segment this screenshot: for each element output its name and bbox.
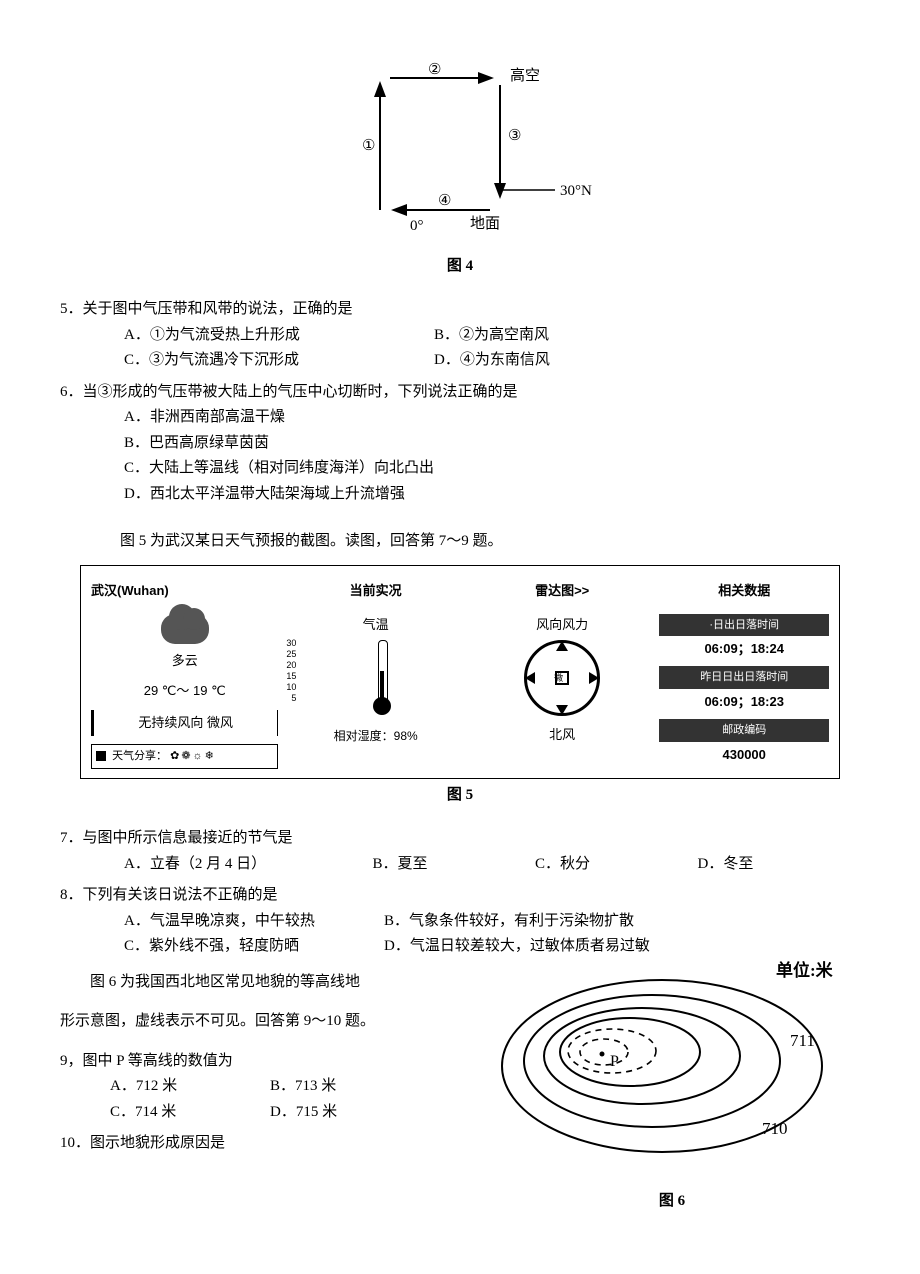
question-7: 7．与图中所示信息最接近的节气是 A．立春（2 月 4 日） B．夏至 C．秋分…	[60, 826, 860, 877]
fig5-city: 武汉(Wuhan)	[91, 580, 278, 602]
q5-opt-a[interactable]: A．①为气流受热上升形成	[124, 323, 434, 349]
question-8: 8．下列有关该日说法不正确的是 A．气温早晚凉爽，中午较热 B．气象条件较好，有…	[60, 883, 860, 960]
fig5-humidity: 相对湿度：98%	[286, 726, 465, 746]
fig5-winddir: 北风	[473, 724, 652, 746]
svg-text:710: 710	[762, 1119, 788, 1138]
svg-text:P: P	[610, 1053, 619, 1070]
fig5-share: 天气分享：	[112, 750, 167, 762]
fig5-r1-label: ·日出日落时间	[659, 614, 829, 637]
svg-text:③: ③	[508, 128, 521, 144]
fig5-wind: 无持续风向 微风	[91, 710, 278, 736]
svg-text:④: ④	[438, 193, 451, 209]
thermometer-icon	[378, 640, 388, 702]
svg-text:高空: 高空	[510, 67, 540, 84]
fig5-temp: 29 ℃～ 19 ℃	[91, 680, 278, 702]
q6-opt-c[interactable]: C．大陆上等温线（相对同纬度海洋）向北凸出	[124, 456, 434, 482]
fig5-col3-sub: 风向风力	[473, 614, 652, 636]
svg-text:①: ①	[362, 138, 375, 154]
q9-opt-b[interactable]: B．713 米	[270, 1074, 336, 1100]
fig5-r2-label: 昨日日出日落时间	[659, 666, 829, 689]
svg-text:②: ②	[428, 62, 441, 78]
q5-stem: 5．关于图中气压带和风带的说法，正确的是	[60, 301, 353, 317]
figure-4: ① ② ③ ④ 高空 地面 30°N 0° 图 4	[60, 60, 860, 279]
fig5-col4-hdr: 相关数据	[659, 580, 829, 602]
q6-opt-d[interactable]: D．西北太平洋温带大陆架海域上升流增强	[124, 482, 405, 508]
svg-text:0°: 0°	[410, 218, 424, 234]
q8-opt-b[interactable]: B．气象条件较好，有利于污染物扩散	[384, 909, 634, 935]
q10-stem: 10．图示地貌形成原因是	[60, 1135, 225, 1151]
q6-opt-b[interactable]: B．巴西高原绿草茵茵	[124, 431, 269, 457]
svg-text:单位:米: 单位:米	[776, 960, 834, 980]
fig5-col2-sub: 气温	[286, 614, 465, 636]
q5-opt-d[interactable]: D．④为东南信风	[434, 348, 744, 374]
q6-stem: 6．当③形成的气压带被大陆上的气压中心切断时，下列说法正确的是	[60, 384, 518, 400]
svg-text:711: 711	[790, 1031, 815, 1050]
q9-opt-d[interactable]: D．715 米	[270, 1100, 337, 1126]
instruction-fig6-b: 形示意图，虚线表示不可见。回答第 9～10 题。	[60, 1009, 466, 1035]
compass-icon: 微	[524, 640, 600, 716]
fig6-svg: 单位:米 P 711 710	[492, 956, 852, 1176]
fig4-caption: 图 4	[60, 254, 860, 280]
fig5-r3-val: 430000	[659, 744, 829, 766]
fig6-caption: 图 6	[484, 1189, 860, 1215]
fig5-caption: 图 5	[60, 783, 860, 809]
thermo-scale: 302520 15105	[286, 638, 296, 704]
question-6: 6．当③形成的气压带被大陆上的气压中心切断时，下列说法正确的是 A．非洲西南部高…	[60, 380, 860, 508]
q7-opt-c[interactable]: C．秋分	[535, 852, 698, 878]
fig5-weather: 多云	[91, 650, 278, 672]
fig5-col2-hdr: 当前实况	[286, 580, 465, 602]
figure-5-panel: 武汉(Wuhan) 多云 29 ℃～ 19 ℃ 无持续风向 微风 天气分享： ✿…	[80, 565, 840, 779]
q5-opt-b[interactable]: B．②为高空南风	[434, 323, 744, 349]
q7-stem: 7．与图中所示信息最接近的节气是	[60, 830, 293, 846]
q9-stem: 9，图中 P 等高线的数值为	[60, 1053, 233, 1069]
q9-opt-a[interactable]: A．712 米	[110, 1074, 270, 1100]
q6-opt-a[interactable]: A．非洲西南部高温干燥	[124, 405, 285, 431]
instruction-fig6-a: 图 6 为我国西北地区常见地貌的等高线地	[90, 970, 466, 996]
fig5-r1-val: 06:09；18:24	[659, 638, 829, 660]
fig5-r2-val: 06:09；18:23	[659, 691, 829, 713]
question-5: 5．关于图中气压带和风带的说法，正确的是 A．①为气流受热上升形成 B．②为高空…	[60, 297, 860, 374]
q9-opt-c[interactable]: C．714 米	[110, 1100, 270, 1126]
q8-stem: 8．下列有关该日说法不正确的是	[60, 887, 278, 903]
question-9: 9，图中 P 等高线的数值为 A．712 米 B．713 米 C．714 米 D…	[60, 1049, 466, 1126]
instruction-fig5: 图 5 为武汉某日天气预报的截图。读图，回答第 7～9 题。	[120, 529, 860, 555]
q7-opt-d[interactable]: D．冬至	[698, 852, 861, 878]
svg-text:地面: 地面	[470, 215, 500, 232]
fig4-svg: ① ② ③ ④ 高空 地面 30°N 0°	[320, 60, 600, 240]
fig5-col3-hdr: 雷达图>>	[473, 580, 652, 602]
svg-text:30°N: 30°N	[560, 183, 592, 199]
figure-6: 单位:米 P 711 710 图 6	[484, 956, 860, 1215]
q7-opt-b[interactable]: B．夏至	[373, 852, 536, 878]
q5-opt-c[interactable]: C．③为气流遇冷下沉形成	[124, 348, 434, 374]
cloud-icon	[161, 614, 209, 644]
q8-opt-a[interactable]: A．气温早晚凉爽，中午较热	[124, 909, 384, 935]
fig5-r3-label: 邮政编码	[659, 719, 829, 742]
q7-opt-a[interactable]: A．立春（2 月 4 日）	[124, 852, 373, 878]
question-10: 10．图示地貌形成原因是	[60, 1131, 466, 1157]
